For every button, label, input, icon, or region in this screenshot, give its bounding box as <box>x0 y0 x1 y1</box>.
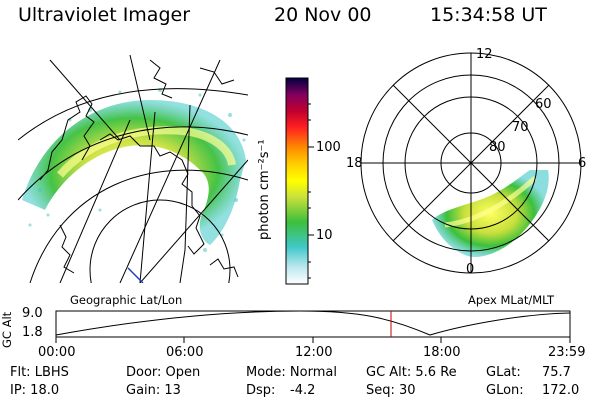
dsp-value: -4.2 <box>290 383 316 398</box>
glat-label: GLat: <box>486 365 521 380</box>
date-label: 20 Nov 00 <box>274 4 372 26</box>
mlt-label-0: 0 <box>466 262 475 277</box>
time-label: 15:34:58 UT <box>430 4 547 26</box>
altitude-xtick-1200: 12:00 <box>295 345 333 360</box>
altitude-ytick-1-8: 1.8 <box>22 325 43 340</box>
aurora-oval-geo <box>22 100 246 245</box>
mlat-label-60: 60 <box>535 97 552 112</box>
dsp-label: Dsp: <box>246 383 276 398</box>
colorbar-tick-100: 100 <box>316 140 341 155</box>
mlt-label-6: 6 <box>578 156 587 171</box>
polar-caption: Apex MLat/MLT <box>468 293 555 307</box>
glon-label: GLon: <box>486 383 524 398</box>
mode-status: Mode: Normal <box>246 365 337 380</box>
gc-alt-status: GC Alt: 5.6 Re <box>366 365 457 380</box>
mlt-label-18: 18 <box>346 156 363 171</box>
colorbar-unit-label: photon cm⁻²s⁻¹ <box>257 139 272 240</box>
mlt-label-12: 12 <box>476 47 493 62</box>
door-status: Door: Open <box>126 365 201 380</box>
altitude-xtick-2359: 23:59 <box>548 345 586 360</box>
filter-status: Flt: LBHS <box>10 365 69 380</box>
altitude-xtick-1800: 18:00 <box>423 345 461 360</box>
geographic-caption: Geographic Lat/Lon <box>70 293 183 307</box>
colorbar-tick-10: 10 <box>316 228 333 243</box>
geographic-map <box>18 55 248 283</box>
ip-status: IP: 18.0 <box>10 383 60 398</box>
mlat-label-80: 80 <box>489 140 506 155</box>
altitude-xtick-0600: 06:00 <box>166 345 204 360</box>
colorbar <box>285 77 309 285</box>
altitude-ylabel: GC Alt <box>0 311 14 348</box>
polar-map <box>360 52 582 274</box>
terminator-line <box>127 267 144 283</box>
instrument-title: Ultraviolet Imager <box>18 4 191 26</box>
geo-grid <box>18 55 248 283</box>
altitude-plot <box>55 310 571 343</box>
mlat-label-70: 70 <box>512 120 529 135</box>
glat-value: 75.7 <box>542 365 571 380</box>
colorbar-ticks <box>308 103 314 279</box>
altitude-ytick-9: 9.0 <box>22 306 43 321</box>
glon-value: 172.0 <box>542 383 580 398</box>
altitude-xtick-0000: 00:00 <box>38 345 76 360</box>
gain-status: Gain: 13 <box>126 383 181 398</box>
coastlines <box>39 59 239 278</box>
seq-status: Seq: 30 <box>366 383 416 398</box>
altitude-curve <box>55 310 571 336</box>
